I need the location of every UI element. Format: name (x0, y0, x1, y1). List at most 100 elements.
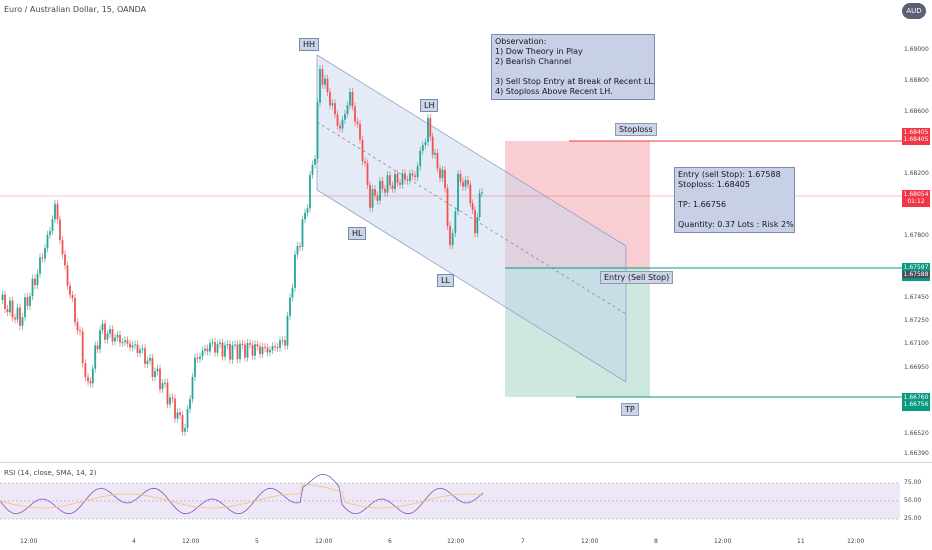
candle-body (381, 180, 384, 189)
label-tp[interactable]: TP (621, 403, 639, 416)
candle-body (31, 278, 34, 297)
candle-body (321, 69, 324, 85)
candle-body (106, 333, 109, 340)
candle-body (319, 69, 321, 103)
candle-body (366, 163, 369, 185)
candle-body (286, 315, 289, 346)
candle-body (114, 337, 116, 342)
label-hl[interactable]: HL (348, 227, 367, 240)
candle-body (341, 119, 344, 129)
candle-body (116, 334, 119, 338)
price-axis-label: 1.67100 (904, 340, 929, 347)
trade-plan-note[interactable]: Entry (sell Stop): 1.67588 Stoploss: 1.68… (674, 167, 795, 233)
candle-body (304, 212, 306, 220)
tp-price-tag: 1.66760 1.66756 (902, 393, 930, 411)
candle-body (89, 381, 92, 384)
candle-body (299, 246, 301, 248)
candle-body (234, 344, 236, 346)
observation-note[interactable]: Observation: 1) Dow Theory in Play 2) Bear… (491, 34, 655, 100)
note-line: 2) Bearish Channel (495, 57, 572, 66)
label-ll[interactable]: LL (437, 274, 454, 287)
time-axis-label: 12:00 (581, 538, 599, 545)
candle-body (434, 152, 436, 155)
candle-body (191, 376, 194, 400)
candle-body (376, 195, 379, 201)
rsi-pane[interactable] (0, 462, 932, 534)
candle-body (379, 180, 381, 201)
candle-body (361, 139, 364, 162)
candle-body (391, 185, 394, 189)
candle-body (179, 412, 181, 416)
note-line: 1) Dow Theory in Play (495, 47, 583, 56)
candles (1, 65, 483, 436)
candle-body (87, 377, 89, 382)
label-lh[interactable]: LH (420, 99, 439, 112)
candle-body (51, 219, 54, 232)
note-line: 3) Sell Stop Entry at Break of Recent LL… (495, 77, 656, 86)
candle-body (404, 173, 406, 180)
symbol-logo[interactable]: AUD (902, 3, 926, 19)
candle-body (19, 307, 21, 326)
candle-body (134, 344, 136, 346)
price-chart[interactable] (0, 0, 932, 460)
candle-body (99, 330, 101, 350)
stoploss-price-tag: 1.68405 1.68405 (902, 128, 930, 145)
time-axis-label: 12:00 (447, 538, 465, 545)
note-line: Quantity: 0.37 Lots : Risk 2% (678, 220, 794, 229)
candle-body (119, 334, 121, 343)
candle-body (469, 184, 472, 204)
candle-body (279, 340, 281, 348)
candle-body (334, 103, 336, 115)
candle-body (369, 184, 371, 208)
candle-body (371, 189, 374, 208)
candle-body (411, 173, 414, 176)
candle-body (446, 188, 449, 227)
note-line: Observation: (495, 37, 547, 46)
candle-body (429, 117, 432, 137)
candle-body (131, 345, 134, 348)
candle-body (76, 322, 79, 331)
candle-body (476, 217, 479, 234)
current-price-tag: 1.68054 01:12 (902, 190, 930, 207)
candle-body (129, 343, 131, 348)
candle-body (156, 368, 159, 372)
candle-body (54, 203, 56, 220)
candle-body (471, 203, 474, 210)
candle-body (354, 106, 356, 122)
rsi-level-label: 25.00 (904, 515, 922, 522)
entry-price-tag: 1.67597 1.67588 (902, 263, 930, 281)
candle-body (459, 173, 462, 182)
candle-body (451, 233, 454, 246)
candle-body (356, 121, 359, 124)
label-hh[interactable]: HH (299, 38, 320, 51)
candle-body (316, 102, 319, 159)
candle-body (26, 297, 29, 306)
candle-body (101, 323, 104, 331)
candle-body (164, 382, 166, 384)
candle-body (246, 343, 249, 358)
candle-body (176, 412, 179, 419)
candle-body (359, 123, 361, 140)
candle-body (1, 294, 4, 300)
candle-body (4, 294, 6, 309)
channel-midline (316, 121, 627, 315)
candle-body (424, 142, 427, 145)
price-axis-label: 1.68200 (904, 170, 929, 177)
rsi-line (0, 473, 484, 515)
candle-body (344, 113, 346, 120)
candle-body (306, 208, 309, 213)
candle-body (61, 240, 64, 255)
label-stoploss[interactable]: Stoploss (615, 123, 657, 136)
candle-body (244, 344, 246, 358)
candle-body (464, 180, 467, 187)
candle-body (331, 103, 334, 106)
candle-body (271, 346, 274, 351)
time-axis-label: 4 (132, 538, 136, 545)
candle-body (209, 343, 211, 352)
candle-body (454, 211, 457, 234)
label-entry[interactable]: Entry (Sell Stop) (600, 271, 674, 284)
candle-body (66, 265, 69, 286)
candle-body (91, 368, 94, 384)
candle-body (199, 356, 201, 359)
price-axis-label: 1.66390 (904, 450, 929, 457)
